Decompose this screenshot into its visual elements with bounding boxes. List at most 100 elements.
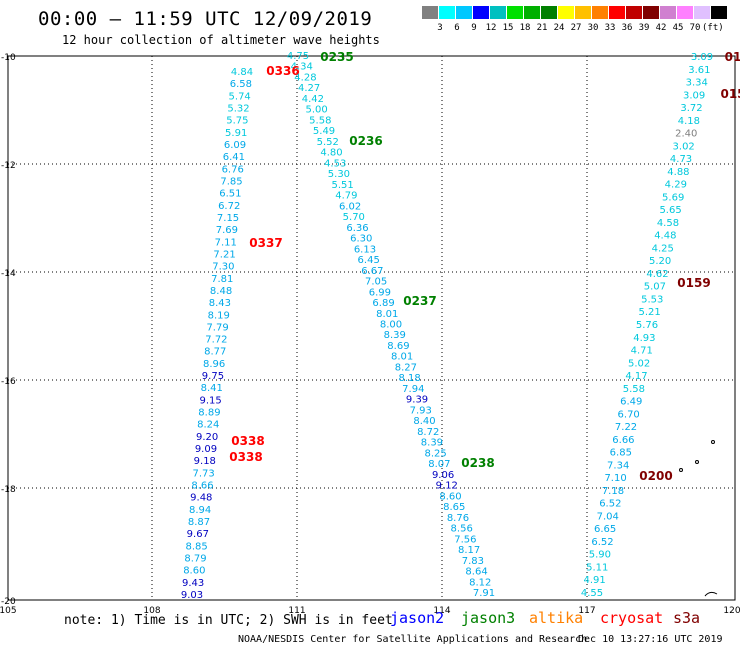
x-tick-label: 111 (288, 606, 305, 616)
track-c-value: 3.09 (691, 52, 713, 63)
track-a-value: 7.30 (212, 262, 234, 273)
track-b-value: 8.12 (469, 577, 491, 588)
pass-label: 0238 (461, 456, 494, 470)
track-a-value: 9.03 (181, 590, 203, 601)
color-swatch (558, 6, 574, 19)
pass-label: 01 (725, 50, 740, 64)
color-scale-label: 30 (587, 23, 599, 33)
track-c-value: 5.07 (644, 282, 666, 293)
track-c-value: 5.76 (636, 320, 658, 331)
track-b-value: 8.64 (465, 567, 487, 578)
pass-label: 0200 (639, 469, 672, 483)
track-b-value: 8.18 (398, 373, 420, 384)
track-a-value: 9.09 (195, 444, 217, 455)
track-b-value: 8.60 (439, 491, 461, 502)
track-b-value: 4.79 (335, 191, 357, 202)
track-b-value: 8.01 (376, 309, 398, 320)
track-a-value: 6.09 (224, 140, 246, 151)
track-c-value: 2.40 (675, 129, 697, 140)
track-b-value: 7.56 (454, 534, 476, 545)
island-marker (679, 468, 683, 472)
color-swatch (473, 6, 489, 19)
track-b-value: 6.13 (354, 244, 376, 255)
track-c-value: 5.11 (586, 562, 608, 573)
track-b-value: 6.36 (346, 223, 368, 234)
color-swatch (643, 6, 659, 19)
track-a-value: 9.18 (194, 456, 216, 467)
track-a-value: 7.81 (211, 274, 233, 285)
track-a-value: 9.48 (190, 493, 212, 504)
color-scale-label: 18 (519, 23, 531, 33)
color-scale-label: 45 (672, 23, 684, 33)
track-b-value: 4.80 (320, 148, 342, 159)
track-c-value: 5.02 (628, 358, 650, 369)
track-c-value: 4.25 (652, 243, 674, 254)
track-a-value: 8.66 (191, 481, 213, 492)
track-a-value: 6.41 (223, 152, 245, 163)
track-c-value: 4.73 (670, 154, 692, 165)
track-c-value: 7.10 (604, 473, 626, 484)
track-c-value: 5.20 (649, 256, 671, 267)
track-b-value: 8.65 (443, 502, 465, 513)
track-b-value: 5.70 (343, 212, 365, 223)
track-a-value: 7.79 (206, 322, 228, 333)
y-tick-label: -20 (1, 597, 16, 607)
track-b-value: 5.51 (332, 180, 354, 191)
x-tick-label: 117 (578, 606, 595, 616)
track-a-value: 8.48 (210, 286, 232, 297)
track-b-value: 5.00 (305, 105, 327, 116)
track-b-value: 8.17 (458, 545, 480, 556)
track-b-value: 7.83 (462, 556, 484, 567)
track-c-value: 5.21 (638, 307, 660, 318)
track-a-value: 6.72 (218, 201, 240, 212)
track-c-value: 4.71 (631, 346, 653, 357)
color-swatch (711, 6, 727, 19)
track-b-value: 4.27 (298, 83, 320, 94)
y-tick-label: -14 (1, 269, 16, 279)
track-a-value: 5.75 (226, 116, 248, 127)
pass-label: 0236 (349, 134, 382, 148)
track-a-value: 8.24 (197, 420, 219, 431)
footer-date: Dec 10 13:27:16 UTC 2019 (578, 634, 723, 645)
track-c-value: 7.22 (615, 422, 637, 433)
y-tick-label: -18 (1, 485, 16, 495)
color-scale-label: 9 (471, 23, 477, 33)
track-b-value: 7.05 (365, 277, 387, 288)
color-swatch (541, 6, 557, 19)
track-b-value: 8.40 (413, 416, 435, 427)
track-a-value: 9.20 (196, 432, 218, 443)
track-c-value: 3.02 (673, 141, 695, 152)
track-c-value: 5.65 (659, 205, 681, 216)
track-c-value: 3.34 (686, 78, 708, 89)
color-scale-label: (ft) (702, 23, 724, 33)
track-a-value: 8.60 (183, 566, 205, 577)
track-c-value: 4.29 (665, 180, 687, 191)
track-b-value: 4.34 (291, 62, 313, 73)
track-a-value: 9.43 (182, 578, 204, 589)
y-tick-label: -12 (1, 161, 16, 171)
track-b-value: 6.45 (358, 255, 380, 266)
track-b-value: 8.76 (447, 513, 469, 524)
track-a-value: 4.84 (231, 67, 253, 78)
color-swatch (609, 6, 625, 19)
track-c-value: 6.70 (618, 409, 640, 420)
track-a-value: 7.73 (192, 468, 214, 479)
legend-cryosat: cryosat (600, 609, 664, 627)
track-b-value: 7.93 (410, 405, 432, 416)
legend-note: note: 1) Time is in UTC; 2) SWH is in fe… (64, 613, 393, 628)
track-b-value: 8.27 (395, 362, 417, 373)
track-a-value: 7.11 (215, 237, 237, 248)
track-c-value: 5.90 (589, 550, 611, 561)
track-a-value: 8.89 (198, 408, 220, 419)
pass-label: 0338 (231, 434, 264, 448)
color-scale-label: 24 (553, 23, 565, 33)
track-a-value: 6.51 (219, 189, 241, 200)
track-a-value: 8.19 (208, 310, 230, 321)
pass-label: 015 (720, 87, 740, 101)
track-b-value: 6.67 (361, 266, 383, 277)
track-b-value: 5.49 (313, 126, 335, 137)
track-b-value: 7.91 (473, 588, 495, 599)
track-b-value: 8.07 (428, 459, 450, 470)
track-c-value: 4.91 (583, 575, 605, 586)
legend-altika: altika (529, 609, 584, 627)
